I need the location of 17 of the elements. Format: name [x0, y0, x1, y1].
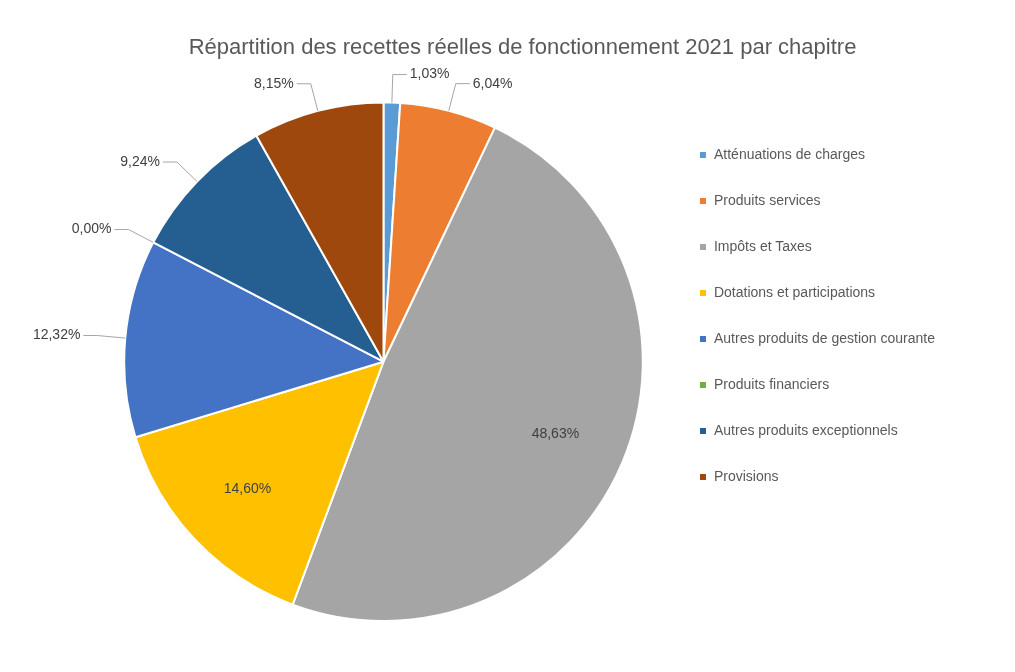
legend-label: Produits financiers	[713, 375, 830, 392]
legend-label: Autres produits exceptionnels	[713, 421, 898, 438]
data-label: 1,03%	[409, 65, 450, 82]
legend-label: Dotations et participations	[713, 283, 876, 300]
chart-title: Répartition des recettes réelles de fonctionnement 2021 par chapitre	[188, 34, 857, 60]
data-label: 48,63%	[531, 425, 580, 442]
data-label: 12,32%	[32, 326, 81, 343]
text: 0,00%	[71, 220, 112, 237]
data-label: 6,04%	[472, 74, 513, 91]
legend-label: Provisions	[713, 467, 779, 484]
data-label: 14,60%	[223, 480, 272, 497]
legend-label: Impôts et Taxes	[713, 237, 812, 254]
legend-label: Autres produits de gestion courante	[713, 329, 936, 346]
data-label: 8,15%	[254, 74, 294, 91]
data-label: 9,24%	[120, 152, 160, 169]
legend-label: Atténuations de charges	[713, 145, 865, 162]
legend-label: Produits services	[713, 191, 821, 208]
